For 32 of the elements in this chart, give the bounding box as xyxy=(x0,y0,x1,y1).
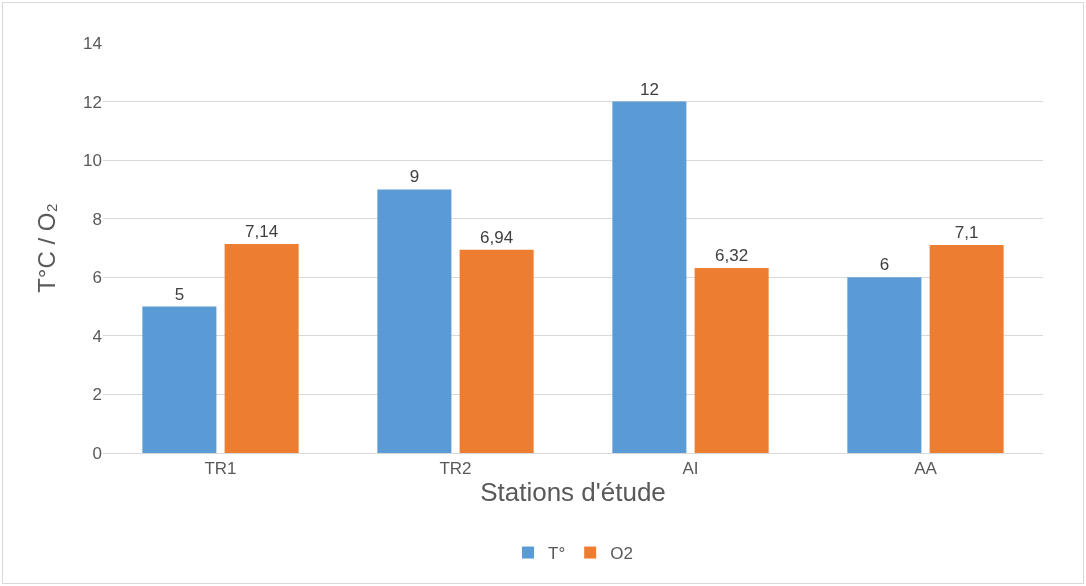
bar xyxy=(224,243,299,453)
data-label: 7,14 xyxy=(245,221,279,241)
y-tick-label: 6 xyxy=(92,268,102,288)
data-label: 6 xyxy=(879,255,890,275)
data-label: 7,1 xyxy=(954,223,979,243)
bar xyxy=(694,267,769,453)
y-axis-title: T°C / O₂ xyxy=(33,203,61,293)
y-tick-label: 12 xyxy=(83,92,102,112)
x-tick-label: TR2 xyxy=(439,459,472,479)
y-tick-label: 8 xyxy=(92,209,102,229)
bar xyxy=(612,101,687,453)
y-tick-label: 0 xyxy=(92,443,102,463)
data-label: 12 xyxy=(639,79,659,99)
y-tick-label: 2 xyxy=(92,385,102,405)
data-label: 5 xyxy=(174,284,185,304)
y-tick-label: 14 xyxy=(83,33,102,53)
x-axis-title: Stations d'étude xyxy=(480,477,666,508)
legend-label: O2 xyxy=(610,544,633,564)
legend-label: T° xyxy=(548,544,566,564)
x-tick-label: TR1 xyxy=(204,459,237,479)
data-label: 9 xyxy=(409,167,420,187)
bar xyxy=(929,245,1004,453)
y-tick-label: 4 xyxy=(92,326,102,346)
data-label: 6,32 xyxy=(715,245,749,265)
y-tick-label: 10 xyxy=(83,151,102,171)
x-tick-label: AA xyxy=(914,459,938,479)
bar xyxy=(377,189,452,453)
x-tick-label: AI xyxy=(682,459,699,479)
data-label: 6,94 xyxy=(480,227,514,247)
bar xyxy=(459,249,534,453)
bar xyxy=(847,277,922,453)
bar xyxy=(142,306,217,453)
